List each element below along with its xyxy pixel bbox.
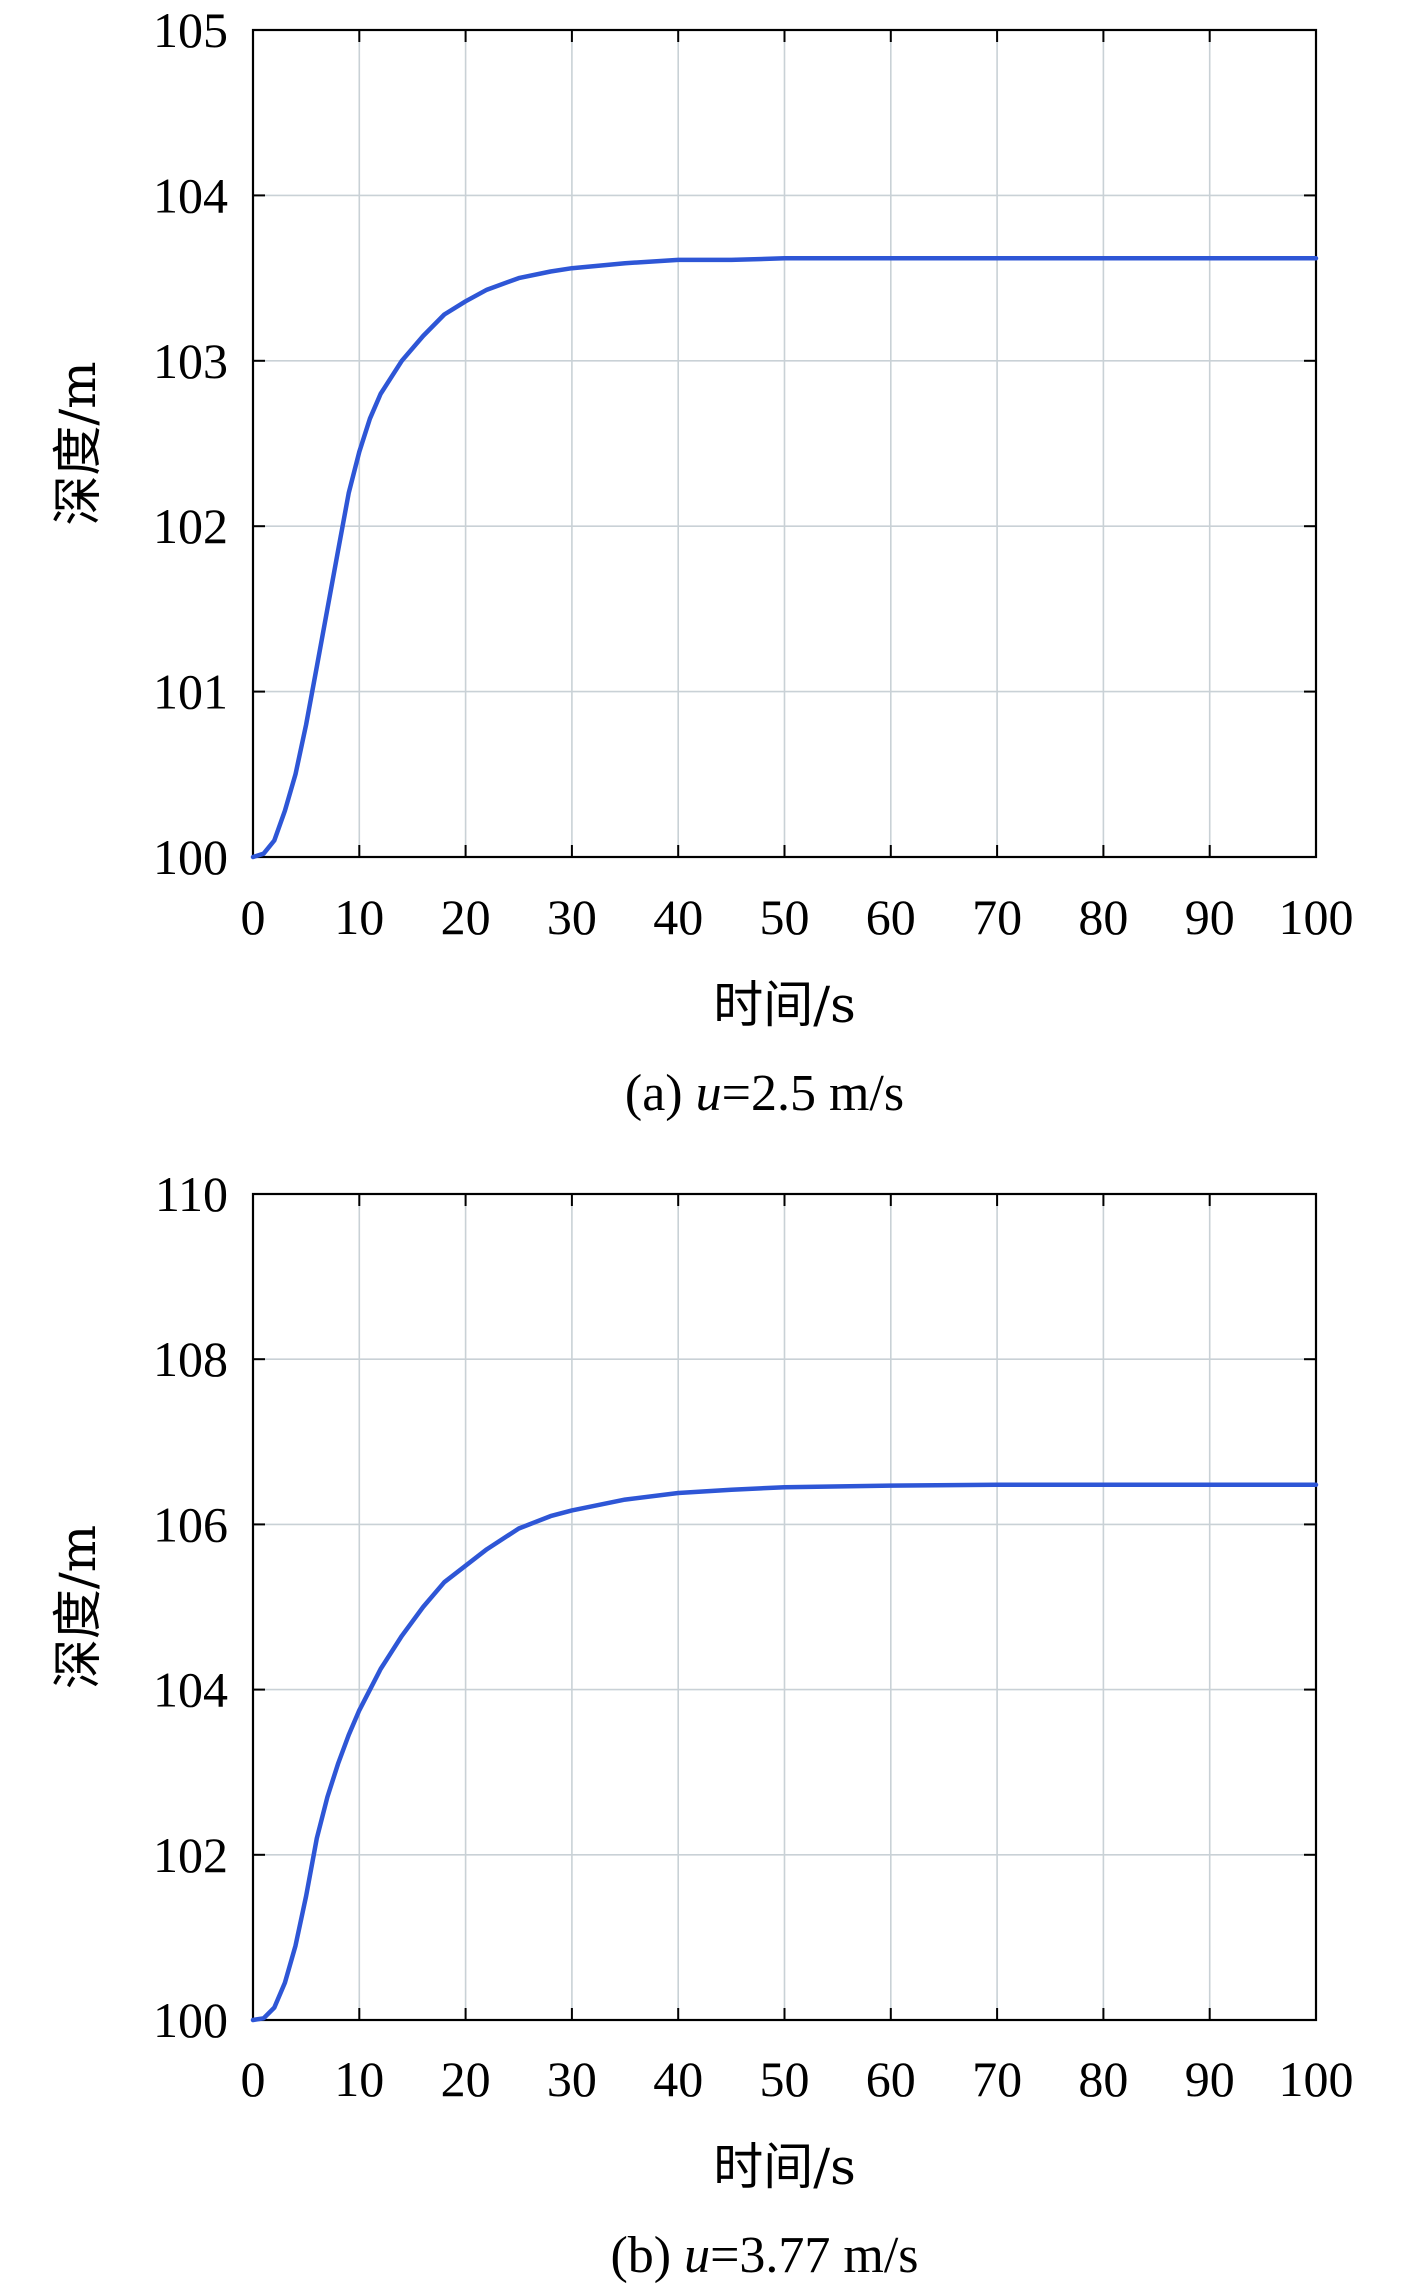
- caption-variable: u: [696, 1065, 722, 1122]
- x-tick-label: 90: [1185, 2051, 1235, 2107]
- x-tick-label: 10: [334, 889, 384, 945]
- caption-suffix: =2.5 m/s: [722, 1065, 904, 1122]
- x-tick-label: 60: [866, 889, 916, 945]
- y-tick-label: 104: [153, 167, 228, 223]
- x-tick-label: 30: [547, 889, 597, 945]
- x-tick-label: 10: [334, 2051, 384, 2107]
- plot-frame: [251, 28, 1318, 859]
- y-axis-label: 深度/m: [49, 1525, 107, 1689]
- x-tick-label: 80: [1078, 2051, 1128, 2107]
- y-tick-label: 103: [153, 333, 228, 389]
- x-tick-label: 70: [972, 2051, 1022, 2107]
- y-tick-label: 100: [153, 829, 228, 885]
- x-tick-label: 50: [760, 889, 810, 945]
- caption-prefix: (a): [625, 1065, 696, 1122]
- series-line: [250, 1482, 1319, 2023]
- x-tick-label: 30: [547, 2051, 597, 2107]
- y-tick-label: 102: [153, 1827, 228, 1883]
- chart-caption: (a) u=2.5 m/s: [625, 1065, 904, 1122]
- y-tick-label: 105: [153, 2, 228, 58]
- series-line: [250, 256, 1319, 860]
- x-tick-label: 80: [1078, 889, 1128, 945]
- x-tick-label: 60: [866, 2051, 916, 2107]
- y-tick-label: 100: [153, 1992, 228, 2048]
- y-tick-label: 110: [155, 1166, 228, 1222]
- y-tick-label: 102: [153, 498, 228, 554]
- y-axis-label: 深度/m: [49, 361, 107, 525]
- y-tick-label: 104: [153, 1662, 228, 1718]
- plot-frame: [251, 1192, 1318, 2022]
- chart-caption: (b) u=3.77 m/s: [610, 2227, 918, 2284]
- x-tick-label: 0: [241, 2051, 266, 2107]
- x-tick-label: 90: [1185, 889, 1235, 945]
- caption-variable: u: [684, 2227, 710, 2284]
- caption-suffix: =3.77 m/s: [710, 2227, 918, 2284]
- x-tick-label: 70: [972, 889, 1022, 945]
- x-tick-label: 100: [1279, 889, 1354, 945]
- x-tick-label: 50: [760, 2051, 810, 2107]
- y-tick-label: 106: [153, 1496, 228, 1552]
- chart-b: 0 10 20 30 40 50 60 70 80 90 100 100 102 104 106 108 110…: [49, 1166, 1354, 2284]
- x-tick-label: 100: [1279, 2051, 1354, 2107]
- y-tick-label: 108: [153, 1331, 228, 1387]
- chart-a: 0 10 20 30 40 50 60 70 80 90 100 100 101 102 103 104 105…: [49, 2, 1354, 1122]
- x-tick-label: 20: [441, 2051, 491, 2107]
- x-axis-label: 时间/s: [713, 976, 856, 1034]
- x-tick-label: 40: [653, 889, 703, 945]
- x-tick-label: 20: [441, 889, 491, 945]
- caption-prefix: (b): [610, 2227, 684, 2284]
- x-tick-label: 40: [653, 2051, 703, 2107]
- x-tick-label: 0: [241, 889, 266, 945]
- x-axis-label: 时间/s: [713, 2138, 856, 2196]
- y-tick-label: 101: [153, 664, 228, 720]
